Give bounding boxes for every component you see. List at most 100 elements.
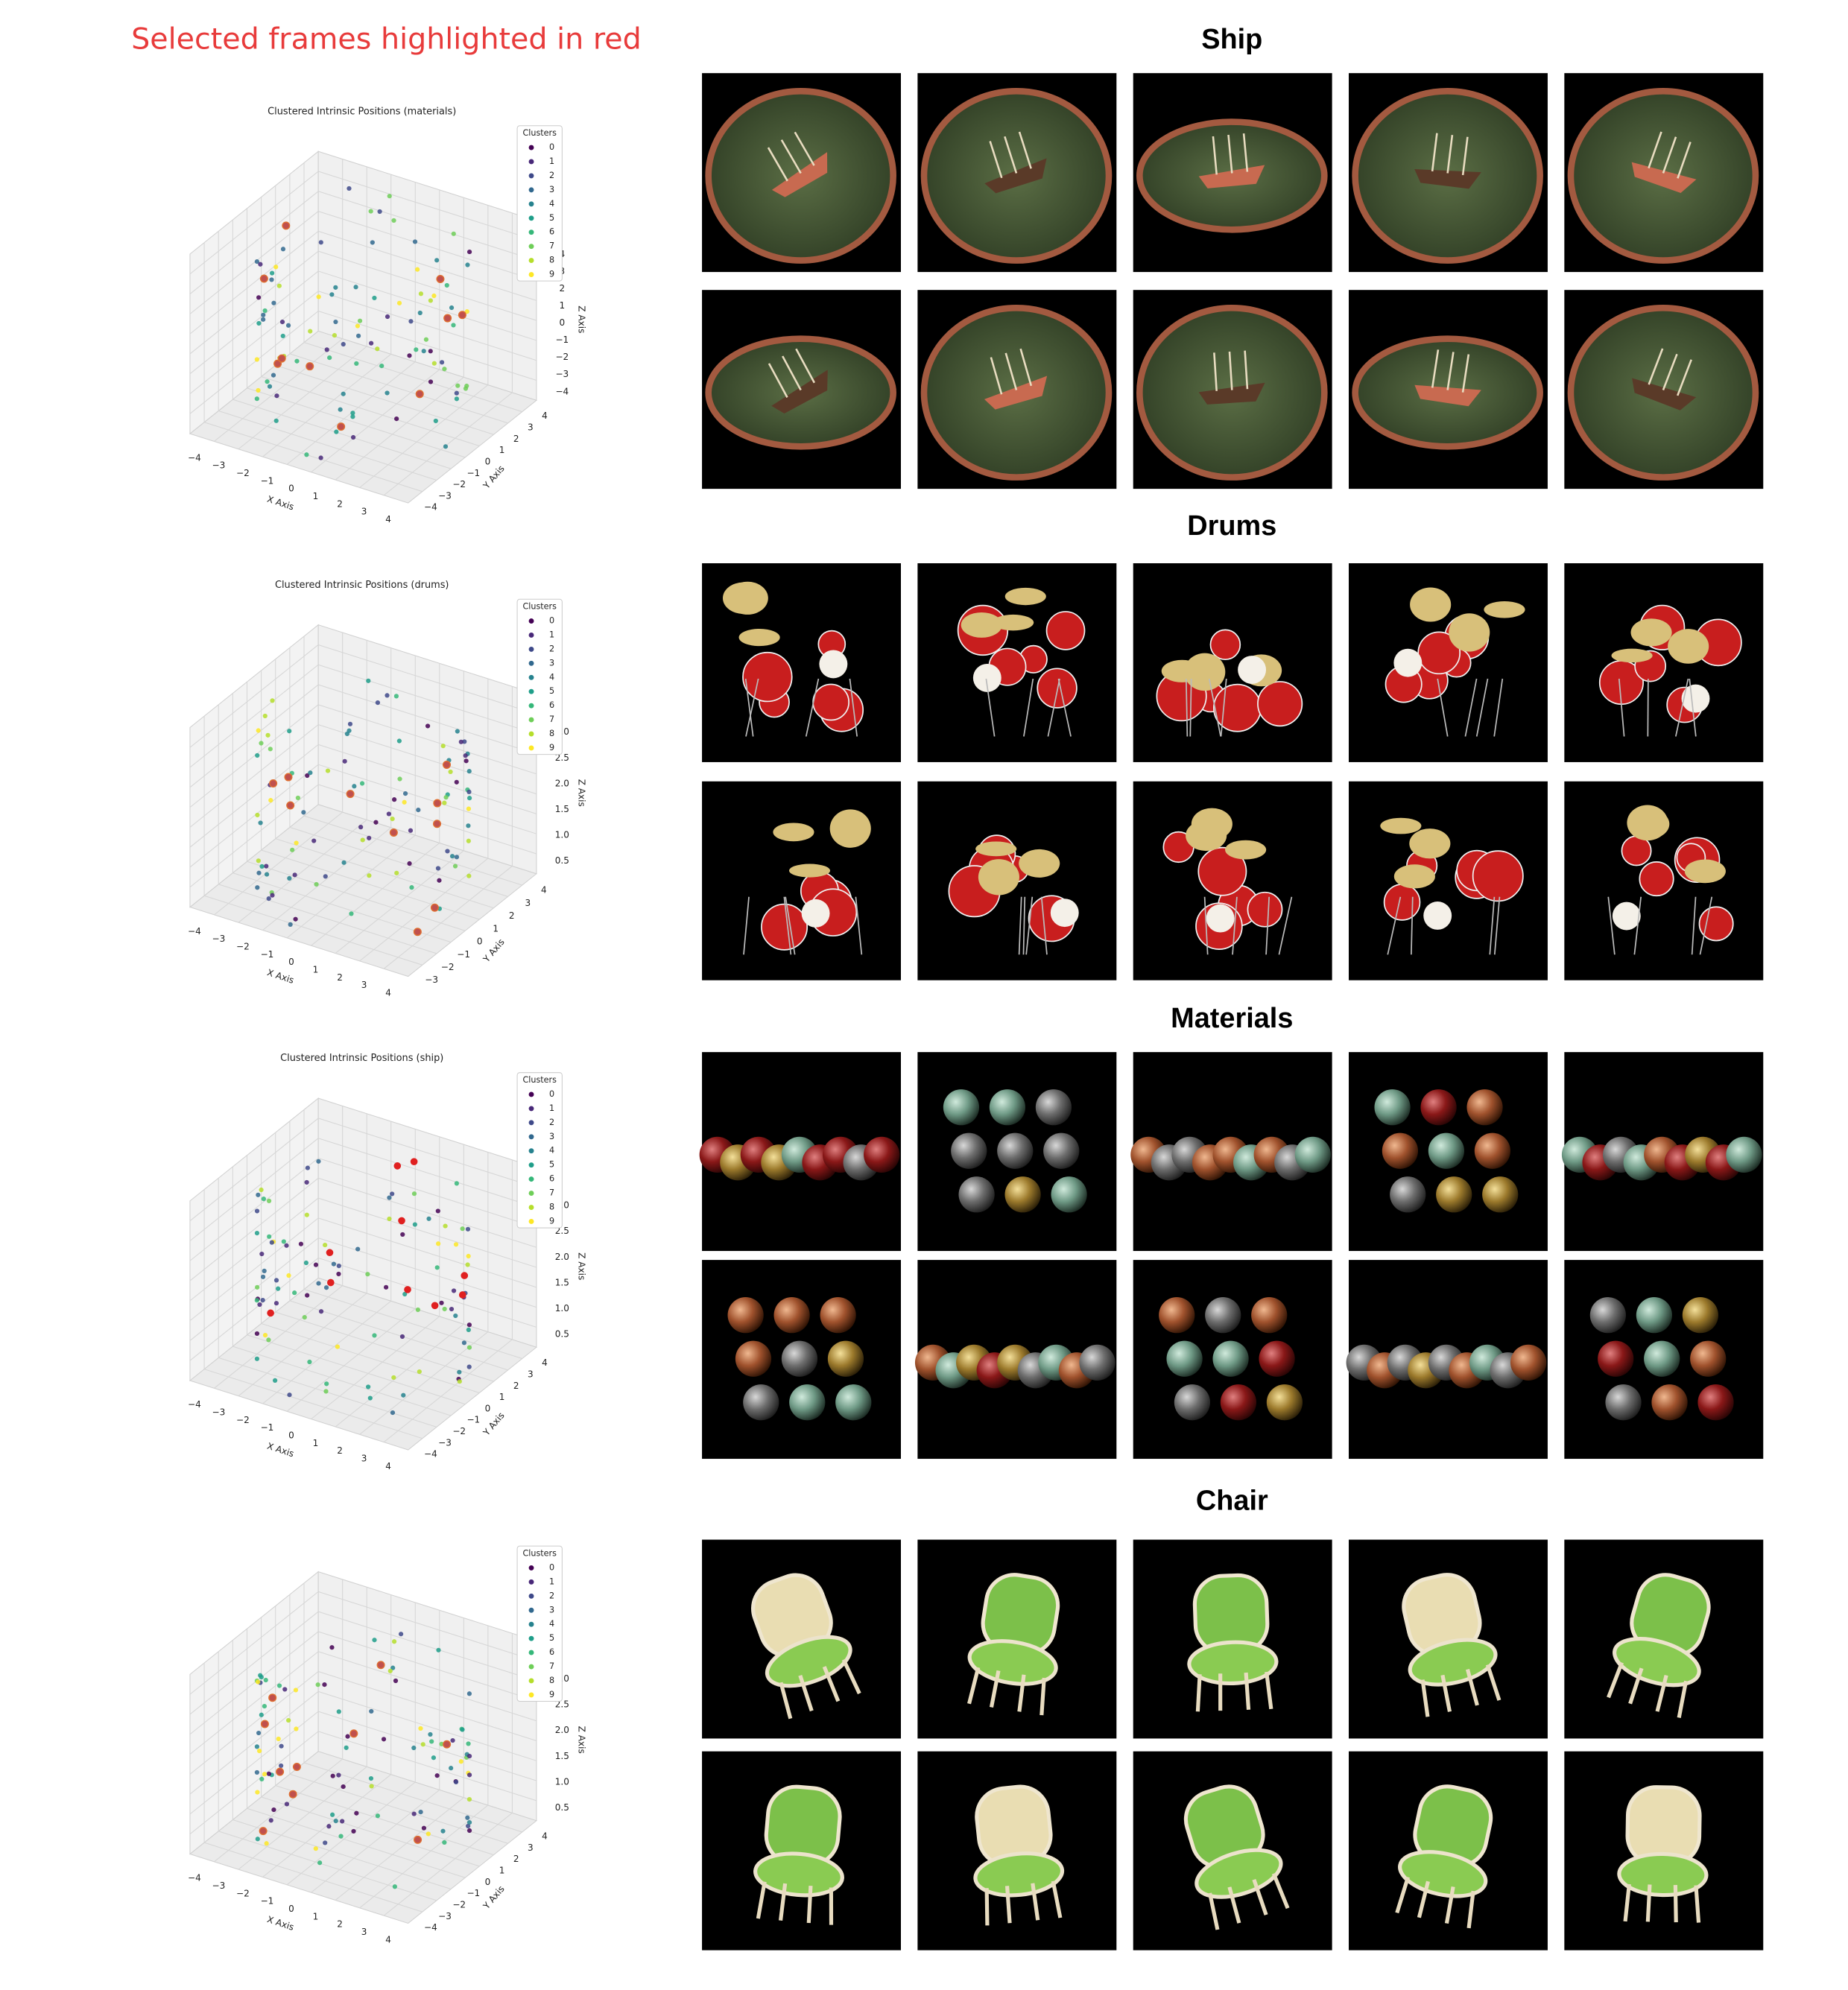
drum	[742, 651, 793, 703]
y-tick-label: 3	[528, 422, 534, 433]
x-tick-label: 2	[337, 1445, 343, 1456]
grid-line	[189, 270, 319, 375]
legend-marker	[528, 173, 534, 179]
mast	[1212, 136, 1218, 175]
frame-image	[1349, 73, 1548, 273]
x-tick-label: −2	[236, 1415, 250, 1425]
scatter-point	[466, 1691, 472, 1696]
scatter-point	[264, 864, 269, 869]
scatter-point	[355, 323, 361, 329]
grid-line	[189, 171, 319, 275]
grid-line	[214, 1758, 344, 1863]
scatter-point	[396, 300, 402, 305]
drum	[1257, 681, 1303, 727]
drum	[1045, 611, 1086, 650]
scatter-point	[258, 820, 263, 826]
scatter-point	[316, 294, 321, 300]
drum	[761, 903, 808, 951]
scatter-point	[304, 1179, 309, 1185]
grid-line	[318, 1177, 537, 1248]
mast	[780, 139, 802, 174]
legend-label: 5	[549, 1633, 554, 1643]
chair-leg	[778, 1883, 788, 1921]
mast	[1446, 352, 1455, 390]
panel-title: Materials	[1171, 1003, 1293, 1034]
mast	[1648, 131, 1662, 169]
scatter-point	[375, 700, 381, 706]
scatter-point	[372, 1638, 377, 1643]
scatter-point	[271, 300, 276, 305]
grid-line	[318, 1690, 537, 1761]
highlighted-point	[415, 390, 424, 399]
x-tick-label: 3	[361, 1927, 367, 1937]
scatter-point	[463, 753, 468, 758]
x-tick-label: 4	[385, 514, 391, 525]
chair-leg	[1227, 1886, 1241, 1924]
z-tick-label: 1.0	[555, 829, 569, 840]
y-tick-label: 2	[513, 1381, 519, 1391]
stand	[1023, 678, 1034, 737]
scatter-point	[254, 259, 260, 264]
cymbal	[1684, 859, 1726, 884]
scatter-point	[390, 816, 395, 822]
highlighted-point	[326, 1249, 334, 1257]
scatter-point	[266, 1198, 272, 1203]
scatter-point	[318, 240, 323, 245]
scatter-point	[411, 1745, 417, 1751]
z-axis-label: Z Axis	[577, 779, 587, 807]
grid-line	[261, 849, 480, 920]
highlighted-point	[346, 790, 355, 799]
scatter-point	[268, 747, 273, 752]
scatter-point	[397, 776, 402, 782]
scatter-point	[431, 293, 437, 299]
scatter-point	[409, 885, 414, 890]
scatter-point	[435, 866, 441, 871]
chair-leg	[1677, 1680, 1689, 1718]
scatter-point	[336, 1263, 341, 1269]
scatter-point	[392, 797, 397, 802]
grid-line	[203, 1842, 423, 1913]
x-tick-label: 4	[385, 1934, 391, 1945]
scatter-point	[281, 1239, 286, 1244]
grid-line	[318, 724, 537, 795]
drum	[1197, 846, 1247, 896]
scatter-point	[366, 678, 371, 683]
y-tick-label: 4	[542, 1357, 548, 1368]
mast	[795, 348, 816, 384]
legend-marker	[528, 1219, 534, 1224]
scatter-point	[429, 1739, 434, 1744]
scatter-point	[262, 1268, 267, 1274]
material-sphere	[1436, 1176, 1472, 1213]
z-tick-label: 1	[560, 300, 566, 311]
scatter-point	[256, 858, 261, 864]
frame-image	[1349, 563, 1548, 762]
material-sphere	[743, 1384, 779, 1421]
highlighted-point	[288, 1790, 297, 1799]
scatter-point	[293, 916, 298, 922]
scatter-point	[372, 1333, 377, 1338]
legend-label: 6	[549, 1647, 554, 1657]
stand	[1022, 896, 1026, 955]
scatter-point	[387, 1668, 393, 1673]
scatter-point	[287, 729, 292, 734]
scatter-point	[443, 795, 449, 800]
grid-line	[311, 843, 440, 946]
grid-line	[289, 826, 508, 897]
legend-marker	[528, 1607, 534, 1613]
scatter-point	[460, 1727, 465, 1732]
grid-line	[189, 1731, 319, 1835]
scatter-point	[286, 1273, 291, 1278]
legend-label: 0	[549, 1089, 554, 1099]
scatter-point	[317, 1860, 323, 1866]
scatter-point	[287, 1392, 292, 1398]
scatter-point	[273, 1278, 279, 1283]
scatter-point	[443, 1223, 448, 1229]
scatter-point	[385, 693, 390, 698]
scatter-point	[331, 1261, 336, 1267]
scatter-point	[439, 1741, 444, 1747]
chair-leg	[1271, 1872, 1290, 1910]
scatter-point	[257, 1749, 262, 1754]
scatter-point	[323, 1389, 329, 1394]
grid-line	[189, 1690, 319, 1795]
legend-marker	[528, 272, 534, 277]
